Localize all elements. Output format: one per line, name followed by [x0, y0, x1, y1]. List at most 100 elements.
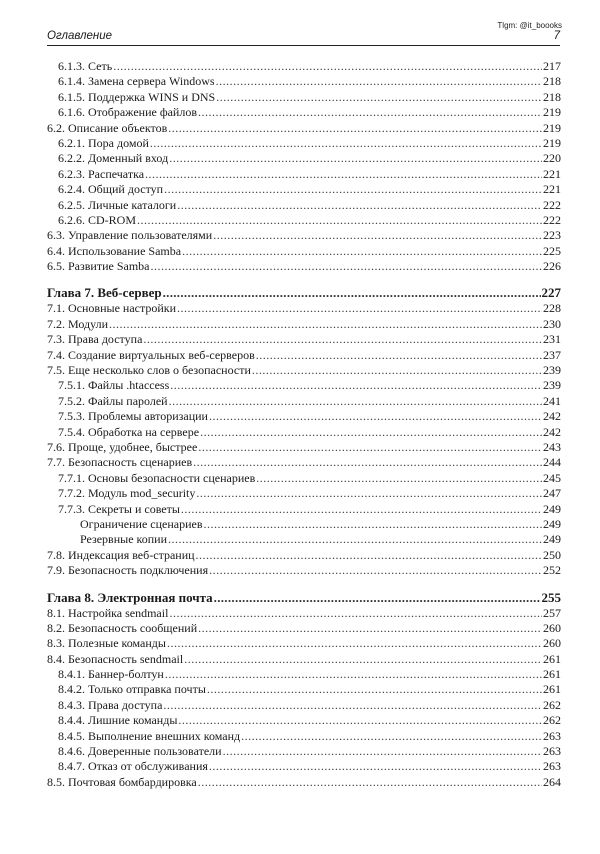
- toc-entry[interactable]: 6.4. Использование Samba 225: [47, 244, 561, 259]
- toc-entry[interactable]: 8.4.1. Баннер-болтун 261: [47, 667, 561, 682]
- toc-entry[interactable]: 8.4.5. Выполнение внешних команд 263: [47, 729, 561, 744]
- toc-entry-title: Глава 8. Электронная почта: [47, 589, 213, 605]
- toc-entry[interactable]: 6.3. Управление пользователями 223: [47, 228, 561, 243]
- toc-entry-title: 6.3. Управление пользователями: [47, 228, 213, 243]
- toc-entry[interactable]: 6.1.4. Замена сервера Windows 218: [47, 74, 561, 89]
- toc-entry[interactable]: 8.4.7. Отказ от обслуживания 263: [47, 759, 561, 774]
- dot-leader: [113, 59, 542, 74]
- dot-leader: [214, 589, 541, 606]
- toc-entry-title: Глава 7. Веб-сервер: [47, 285, 162, 301]
- toc-entry-page: 263: [543, 759, 561, 774]
- dot-leader: [216, 90, 542, 105]
- running-header: Оглавление 7: [47, 30, 560, 46]
- toc-entry-page: 250: [543, 547, 561, 562]
- toc-entry[interactable]: 7.2. Модули 230: [47, 317, 561, 332]
- toc-chapter[interactable]: Глава 7. Веб-сервер 227: [47, 284, 561, 301]
- toc-entry-title: 8.5. Почтовая бомбардировка: [47, 774, 197, 789]
- dot-leader: [181, 502, 542, 517]
- toc-entry[interactable]: 7.3. Права доступа 231: [47, 332, 561, 347]
- toc-entry-title: 7.7.1. Основы безопасности сценариев: [58, 470, 256, 485]
- toc-entry-title: 7.5.2. Файлы паролей: [58, 393, 168, 408]
- toc-entry[interactable]: 8.4.2. Только отправка почты 261: [47, 682, 561, 697]
- toc-entry-title: Резервные копии: [80, 532, 168, 547]
- toc-entry[interactable]: 7.7. Безопасность сценариев 244: [47, 455, 561, 470]
- toc-entry[interactable]: 8.3. Полезные команды 260: [47, 636, 561, 651]
- dot-leader: [196, 548, 542, 563]
- toc-entry-page: 263: [543, 728, 561, 743]
- dot-leader: [196, 486, 542, 501]
- toc-entry[interactable]: 7.5. Еще несколько слов о безопасности 23…: [47, 363, 561, 378]
- toc-entry-page: 230: [543, 316, 561, 331]
- toc-entry[interactable]: Ограничение сценариев 249: [47, 517, 561, 532]
- toc-entry[interactable]: 7.5.4. Обработка на сервере 242: [47, 425, 561, 440]
- toc-entry[interactable]: 7.1. Основные настройки 228: [47, 301, 561, 316]
- toc-entry[interactable]: 6.2.5. Личные каталоги 222: [47, 198, 561, 213]
- dot-leader: [165, 667, 542, 682]
- dot-leader: [209, 409, 542, 424]
- toc-entry-page: 220: [543, 151, 561, 166]
- toc-entry[interactable]: 8.4.6. Доверенные пользователи 263: [47, 744, 561, 759]
- toc-entry[interactable]: 6.5. Развитие Samba 226: [47, 259, 561, 274]
- toc-entry-page: 255: [541, 589, 562, 605]
- dot-leader: [209, 759, 542, 774]
- dot-leader: [198, 621, 542, 636]
- toc-entry[interactable]: 8.5. Почтовая бомбардировка 264: [47, 775, 561, 790]
- toc-entry[interactable]: 7.6. Проще, удобнее, быстрее 243: [47, 440, 561, 455]
- toc-entry-page: 218: [543, 89, 561, 104]
- dot-leader: [177, 301, 542, 316]
- toc-entry[interactable]: 8.2. Безопасность сообщений 260: [47, 621, 561, 636]
- dot-leader: [213, 228, 542, 243]
- toc-entry[interactable]: 7.5.1. Файлы .htaccess 239: [47, 378, 561, 393]
- dot-leader: [150, 136, 542, 151]
- toc-entry[interactable]: 7.4. Создание виртуальных веб-серверов 23…: [47, 348, 561, 363]
- dot-leader: [163, 284, 541, 301]
- dot-leader: [182, 244, 542, 259]
- toc-entry[interactable]: 8.1. Настройка sendmail 257: [47, 606, 561, 621]
- toc-entry-title: 7.4. Создание виртуальных веб-серверов: [47, 347, 255, 362]
- toc-entry[interactable]: 6.2.3. Распечатка 221: [47, 167, 561, 182]
- toc-entry-page: 262: [543, 697, 561, 712]
- dot-leader: [200, 425, 542, 440]
- toc-entry-page: 231: [543, 332, 561, 347]
- toc-entry[interactable]: 7.7.2. Модуль mod_security 247: [47, 486, 561, 501]
- toc-entry-page: 222: [543, 197, 561, 212]
- toc-entry-page: 261: [543, 667, 561, 682]
- toc-entry[interactable]: 7.7.3. Секреты и советы 249: [47, 502, 561, 517]
- watermark: Tlgm: @it_boooks: [497, 21, 562, 30]
- dot-leader: [150, 259, 542, 274]
- toc-entry[interactable]: 6.1.3. Сеть 217: [47, 59, 561, 74]
- toc-entry[interactable]: Резервные копии 249: [47, 532, 561, 547]
- toc-entry[interactable]: 7.7.1. Основы безопасности сценариев 245: [47, 471, 561, 486]
- toc-entry-title: 7.7. Безопасность сценариев: [47, 455, 193, 470]
- toc-chapter[interactable]: Глава 8. Электронная почта 255: [47, 589, 561, 606]
- toc-entry-title: 6.2.3. Распечатка: [58, 166, 145, 181]
- toc-entry[interactable]: 6.2. Описание объектов 219: [47, 121, 561, 136]
- toc-entry[interactable]: 6.1.5. Поддержка WINS и DNS 218: [47, 90, 561, 105]
- dot-leader: [184, 652, 542, 667]
- toc-entry-title: 7.5.3. Проблемы авторизации: [58, 409, 208, 424]
- dot-leader: [169, 394, 542, 409]
- toc-entry[interactable]: 7.8. Индексация веб-страниц 250: [47, 548, 561, 563]
- toc-entry-page: 247: [543, 486, 561, 501]
- toc-entry[interactable]: 8.4.3. Права доступа 262: [47, 698, 561, 713]
- toc-entry-title: 7.5.1. Файлы .htaccess: [58, 378, 170, 393]
- toc-entry[interactable]: 6.2.6. CD-ROM 222: [47, 213, 561, 228]
- toc-entry[interactable]: 6.1.6. Отображение файлов 219: [47, 105, 561, 120]
- toc-entry[interactable]: 6.2.1. Пора домой 219: [47, 136, 561, 151]
- toc-entry-title: 6.2.4. Общий доступ: [58, 182, 164, 197]
- dot-leader: [168, 532, 542, 547]
- toc-entry[interactable]: 8.4.4. Лишние команды 262: [47, 713, 561, 728]
- toc-entry[interactable]: 8.4. Безопасность sendmail 261: [47, 652, 561, 667]
- toc-entry-page: 242: [543, 409, 561, 424]
- toc-entry[interactable]: 7.5.2. Файлы паролей 241: [47, 394, 561, 409]
- dot-leader: [109, 317, 542, 332]
- toc-entry-page: 239: [543, 363, 561, 378]
- dot-leader: [170, 378, 542, 393]
- toc-entry[interactable]: 7.9. Безопасность подключения 252: [47, 563, 561, 578]
- toc-entry-page: 237: [543, 347, 561, 362]
- dot-leader: [145, 167, 542, 182]
- toc-entry-title: 8.4.5. Выполнение внешних команд: [58, 728, 241, 743]
- toc-entry[interactable]: 6.2.2. Доменный вход 220: [47, 151, 561, 166]
- toc-entry[interactable]: 7.5.3. Проблемы авторизации 242: [47, 409, 561, 424]
- toc-entry[interactable]: 6.2.4. Общий доступ 221: [47, 182, 561, 197]
